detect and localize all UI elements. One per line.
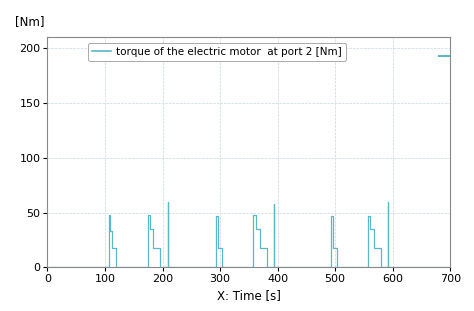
Legend: torque of the electric motor  at port 2 [Nm]: torque of the electric motor at port 2 [… <box>88 43 346 61</box>
Text: [Nm]: [Nm] <box>15 15 45 28</box>
X-axis label: X: Time [s]: X: Time [s] <box>217 289 281 302</box>
